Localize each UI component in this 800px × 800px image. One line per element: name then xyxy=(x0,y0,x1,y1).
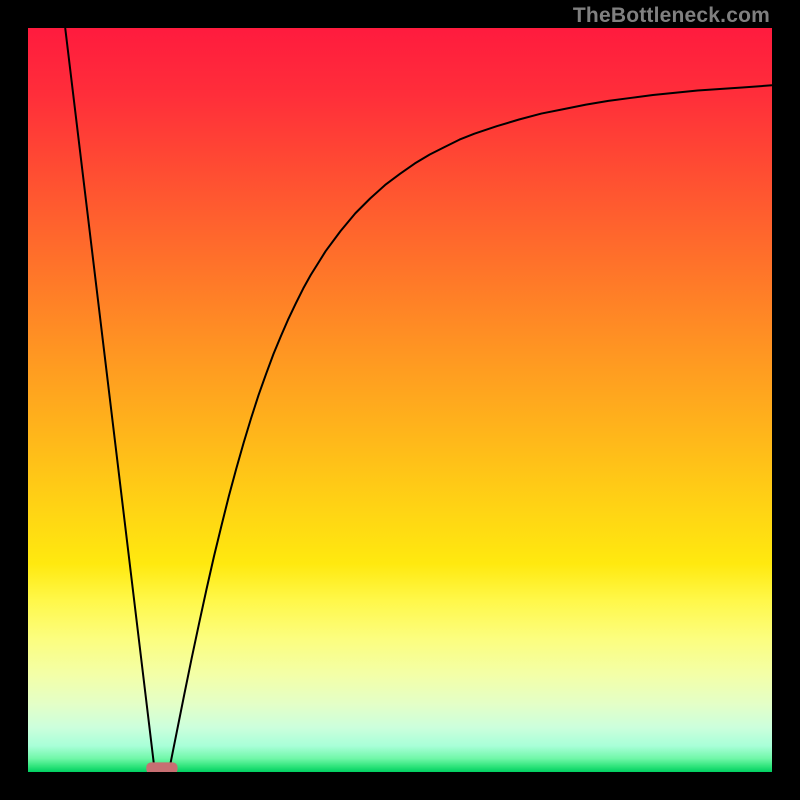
minimum-marker xyxy=(146,762,177,772)
gradient-background xyxy=(28,28,772,772)
watermark-text: TheBottleneck.com xyxy=(573,4,770,28)
bottleneck-chart-svg xyxy=(28,28,772,772)
plot-area xyxy=(28,28,772,772)
